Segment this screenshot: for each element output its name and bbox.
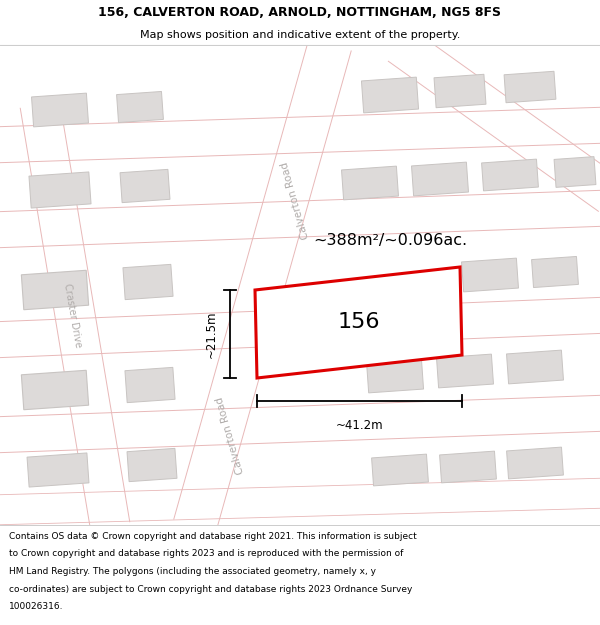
Polygon shape: [388, 29, 600, 211]
Text: ~21.5m: ~21.5m: [205, 310, 218, 358]
Text: Map shows position and indicative extent of the property.: Map shows position and indicative extent…: [140, 30, 460, 40]
Polygon shape: [506, 447, 563, 479]
Polygon shape: [125, 368, 175, 402]
Polygon shape: [371, 454, 428, 486]
Text: co-ordinates) are subject to Crown copyright and database rights 2023 Ordnance S: co-ordinates) are subject to Crown copyr…: [9, 584, 412, 594]
Text: 156, CALVERTON ROAD, ARNOLD, NOTTINGHAM, NG5 8FS: 156, CALVERTON ROAD, ARNOLD, NOTTINGHAM,…: [98, 6, 502, 19]
Polygon shape: [29, 172, 91, 208]
Polygon shape: [341, 166, 398, 200]
Polygon shape: [504, 71, 556, 102]
Polygon shape: [0, 395, 600, 453]
Polygon shape: [22, 370, 89, 410]
Polygon shape: [120, 169, 170, 202]
Polygon shape: [116, 91, 163, 123]
Polygon shape: [367, 357, 424, 393]
Text: Calverton Road: Calverton Road: [214, 395, 245, 475]
Text: 156: 156: [337, 312, 380, 332]
Polygon shape: [0, 107, 600, 163]
Polygon shape: [440, 451, 496, 483]
Polygon shape: [174, 39, 351, 531]
Polygon shape: [255, 267, 462, 378]
Polygon shape: [0, 478, 600, 525]
Text: Craster Drive: Craster Drive: [62, 282, 83, 348]
Polygon shape: [20, 102, 130, 528]
Polygon shape: [0, 297, 600, 358]
Text: ~388m²/~0.096ac.: ~388m²/~0.096ac.: [313, 232, 467, 248]
Polygon shape: [32, 93, 88, 127]
Polygon shape: [412, 162, 469, 196]
Polygon shape: [554, 157, 596, 188]
Text: ~41.2m: ~41.2m: [335, 419, 383, 432]
Text: Calverton Road: Calverton Road: [280, 160, 311, 240]
Polygon shape: [0, 190, 600, 248]
Polygon shape: [482, 159, 538, 191]
Text: to Crown copyright and database rights 2023 and is reproduced with the permissio: to Crown copyright and database rights 2…: [9, 549, 403, 559]
Polygon shape: [361, 77, 419, 113]
Text: Contains OS data © Crown copyright and database right 2021. This information is : Contains OS data © Crown copyright and d…: [9, 532, 417, 541]
Text: HM Land Registry. The polygons (including the associated geometry, namely x, y: HM Land Registry. The polygons (includin…: [9, 567, 376, 576]
Polygon shape: [123, 264, 173, 299]
Polygon shape: [437, 354, 493, 388]
Polygon shape: [532, 256, 578, 288]
Polygon shape: [22, 270, 89, 310]
Polygon shape: [461, 258, 518, 292]
Polygon shape: [27, 453, 89, 487]
Polygon shape: [434, 74, 486, 108]
Text: 100026316.: 100026316.: [9, 602, 64, 611]
Polygon shape: [506, 350, 563, 384]
Polygon shape: [127, 448, 177, 482]
